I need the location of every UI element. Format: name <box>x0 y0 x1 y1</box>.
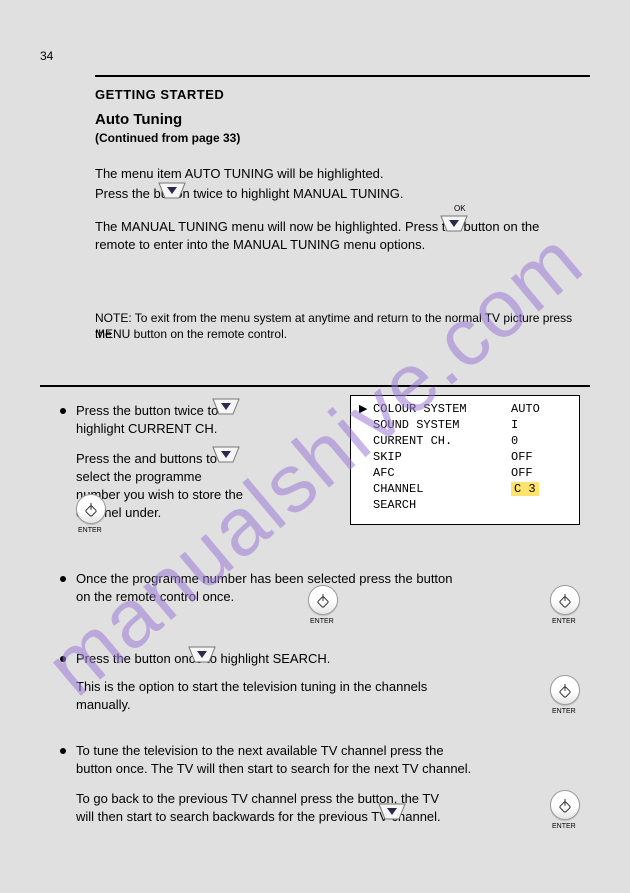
left-right-arrow-icon <box>212 446 240 463</box>
down-arrow-icon <box>212 398 240 415</box>
note-line: MENU button on the remote control. <box>95 326 287 342</box>
osd-row-value: C 3 <box>511 482 539 496</box>
right-arrow-icon <box>440 215 468 232</box>
header-rule <box>95 75 590 77</box>
osd-row-label: CHANNEL <box>373 482 423 496</box>
enter-button-icon <box>308 585 338 615</box>
enter-label: ENTER <box>552 707 576 716</box>
step-line: Press the and buttons to <box>76 450 217 468</box>
bullet-icon <box>60 656 66 662</box>
osd-row-value: I <box>511 418 518 432</box>
enter-button-icon <box>76 494 106 524</box>
step-line: This is the option to start the televisi… <box>76 678 427 696</box>
intro-line: The menu item AUTO TUNING will be highli… <box>95 165 384 183</box>
step-line: To tune the television to the next avail… <box>76 742 444 760</box>
osd-cursor-icon: ▶ <box>359 402 367 415</box>
ok-label: OK <box>454 204 466 215</box>
enter-button-icon <box>550 790 580 820</box>
down-arrow-icon <box>158 182 186 199</box>
step-line: highlight CURRENT CH. <box>76 420 217 438</box>
step-line: Press the button twice to <box>76 402 218 420</box>
step-line: Once the programme number has been selec… <box>76 570 453 588</box>
step-line: manually. <box>76 696 131 714</box>
osd-row-value: 0 <box>511 434 518 448</box>
osd-row-label: COLOUR SYSTEM <box>373 402 467 416</box>
osd-row-label: SEARCH <box>373 498 416 512</box>
osd-row-label: CURRENT CH. <box>373 434 452 448</box>
osd-row-value: OFF <box>511 466 533 480</box>
bullet-icon <box>60 576 66 582</box>
osd-panel: ▶ COLOUR SYSTEM AUTO SOUND SYSTEM I CURR… <box>350 395 580 525</box>
step-line: select the programme <box>76 468 202 486</box>
osd-row-label: SKIP <box>373 450 402 464</box>
enter-label: ENTER <box>78 526 102 535</box>
left-arrow-icon <box>378 803 406 820</box>
enter-label: ENTER <box>552 822 576 831</box>
enter-button-icon <box>550 675 580 705</box>
enter-label: ENTER <box>310 617 334 626</box>
osd-row-label: SOUND SYSTEM <box>373 418 459 432</box>
section-label: GETTING STARTED <box>95 86 224 104</box>
intro-line: The MANUAL TUNING menu will now be highl… <box>95 218 539 236</box>
bullet-icon <box>60 408 66 414</box>
step-line: button once. The TV will then start to s… <box>76 760 471 778</box>
intro-line: Press the button twice to highlight MANU… <box>95 185 404 203</box>
osd-row-value: AUTO <box>511 402 540 416</box>
page-subtitle: (Continued from page 33) <box>95 130 240 146</box>
bullet-icon <box>60 748 66 754</box>
page-title: Auto Tuning <box>95 110 182 130</box>
section-rule <box>40 385 590 387</box>
down-arrow-icon <box>188 646 216 663</box>
page-number: 34 <box>40 48 53 64</box>
osd-row-value: OFF <box>511 450 533 464</box>
enter-label: ENTER <box>552 617 576 626</box>
osd-row-label: AFC <box>373 466 395 480</box>
enter-button-icon <box>550 585 580 615</box>
step-line: on the remote control once. <box>76 588 234 606</box>
intro-line: remote to enter into the MANUAL TUNING m… <box>95 236 425 254</box>
